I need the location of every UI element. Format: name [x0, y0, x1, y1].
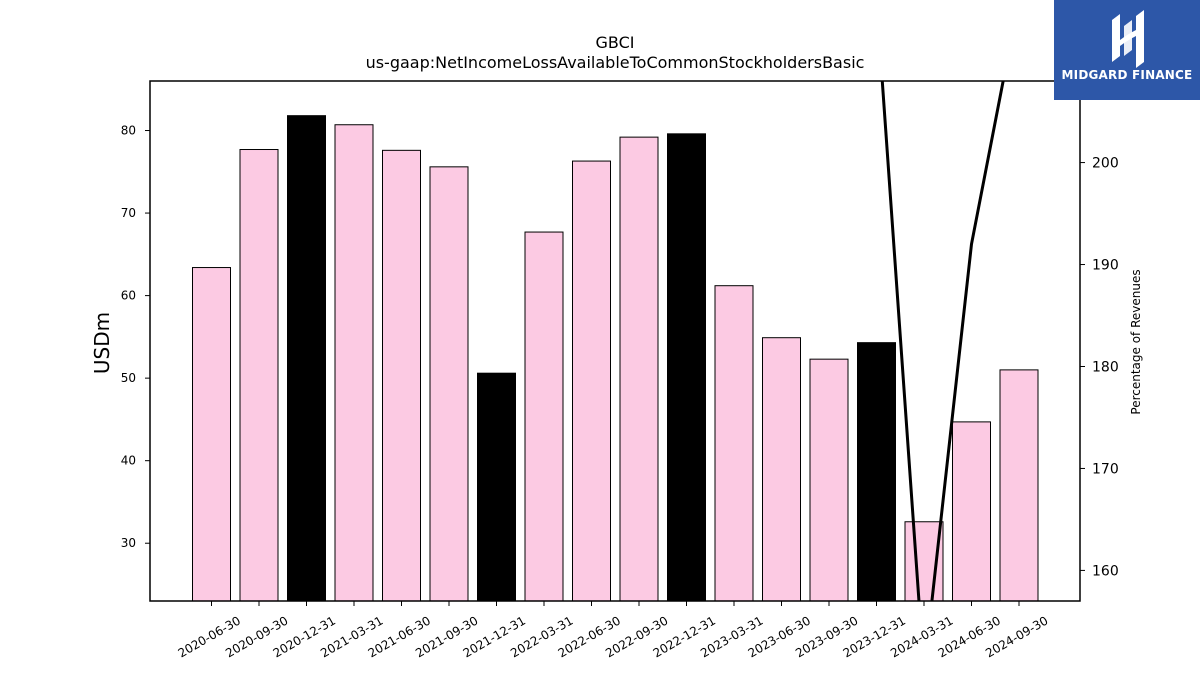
- bar-2020-06-30: [192, 267, 231, 602]
- y-right-tick-label: 170: [1092, 461, 1119, 477]
- y-tick-label: 30: [121, 536, 136, 550]
- logo-text: MIDGARD FINANCE: [1061, 68, 1193, 82]
- bar-2022-03-31: [524, 231, 564, 602]
- brand-logo: MIDGARD FINANCE: [1054, 0, 1200, 100]
- bar-2021-03-31: [334, 124, 374, 602]
- bar-2022-06-30: [572, 160, 611, 602]
- y-right-tick-label: 180: [1092, 359, 1119, 375]
- logo-mark-icon: [1112, 10, 1144, 68]
- y-right-tick-label: 160: [1092, 563, 1119, 579]
- y-axis-right-label: Percentage of Revenues: [1129, 269, 1143, 414]
- y-axis-right-ticks: 160 170 180 190 200: [1080, 156, 1119, 579]
- y-tick-label: 40: [121, 454, 136, 468]
- y-tick-label: 70: [121, 206, 136, 220]
- y-tick-label: 50: [121, 371, 136, 385]
- bar-2022-09-30: [619, 136, 659, 602]
- chart-subtitle: us-gaap:NetIncomeLossAvailableToCommonSt…: [366, 53, 865, 72]
- bar-2024-06-30: [952, 421, 991, 602]
- bar-2021-09-30: [429, 166, 469, 602]
- line-group: [880, 81, 1005, 601]
- bar-2024-09-30: [999, 369, 1039, 602]
- y-right-tick-label: 190: [1092, 258, 1119, 274]
- ratio-line: [880, 81, 1005, 601]
- y-axis-label: USDm: [90, 312, 114, 374]
- bar-2023-12-31: [857, 342, 896, 602]
- y-right-tick-label: 200: [1092, 156, 1119, 172]
- bar-2022-12-31: [667, 133, 706, 602]
- y-axis-ticks: 30 40 50 60 70 80: [121, 124, 150, 550]
- bar-2020-12-31: [287, 115, 326, 602]
- x-axis-ticks: 2020-06-302020-09-302020-12-312021-03-31…: [176, 601, 1051, 660]
- plot-frame: [149, 80, 1081, 602]
- bar-2023-09-30: [809, 358, 849, 602]
- bar-2021-06-30: [382, 149, 421, 602]
- bar-2023-06-30: [762, 337, 801, 602]
- bars-group: [192, 115, 1039, 602]
- bar-2020-09-30: [239, 149, 279, 602]
- y-tick-label: 60: [121, 289, 136, 303]
- y-tick-label: 80: [121, 124, 136, 138]
- bar-2023-03-31: [714, 285, 754, 602]
- chart-title: GBCI: [596, 33, 635, 52]
- bar-2021-12-31: [477, 372, 516, 602]
